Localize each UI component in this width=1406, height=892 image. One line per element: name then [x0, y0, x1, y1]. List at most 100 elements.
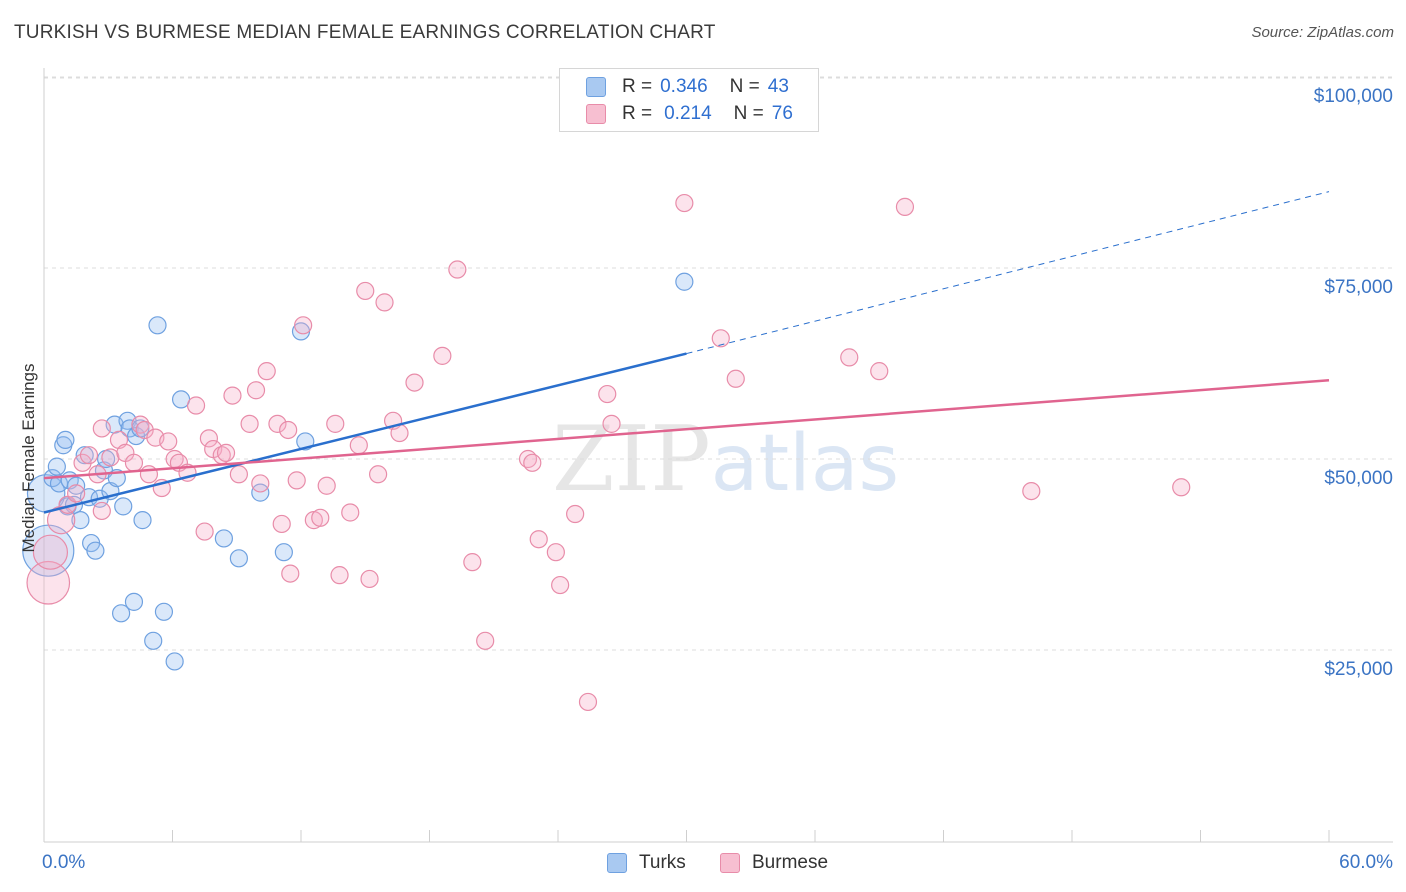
point-burmese-23 — [186, 396, 206, 415]
point-burmese-49 — [360, 569, 379, 589]
point-burmese-44 — [326, 414, 345, 433]
legend-swatch-turks — [586, 77, 606, 97]
point-burmese-42 — [311, 508, 330, 527]
point-burmese-6 — [79, 446, 99, 465]
point-turks-25 — [120, 419, 139, 438]
chart-title: TURKISH VS BURMESE MEDIAN FEMALE EARNING… — [14, 22, 716, 43]
point-burmese-32 — [246, 381, 266, 400]
point-burmese-63 — [551, 575, 570, 595]
y-tick-label-50000: $50,000 — [1324, 468, 1393, 489]
point-burmese-19 — [159, 432, 178, 451]
legend-r-label: R = — [622, 103, 653, 124]
point-burmese-60 — [523, 453, 542, 472]
point-turks-41 — [675, 272, 694, 291]
bottom-legend-turks: Turks — [607, 852, 686, 874]
point-burmese-35 — [268, 414, 287, 433]
point-turks-10 — [67, 476, 86, 495]
x-tick-label-max: 60.0% — [1339, 852, 1393, 873]
point-burmese-45 — [330, 566, 349, 585]
point-turks-31 — [148, 316, 167, 335]
point-turks-37 — [251, 483, 270, 502]
point-burmese-65 — [578, 692, 598, 712]
point-burmese-36 — [272, 514, 291, 534]
bottom-legend-burmese: Burmese — [720, 852, 828, 874]
point-burmese-28 — [216, 443, 236, 462]
y-tick-label-75000: $75,000 — [1324, 277, 1393, 298]
point-burmese-37 — [279, 420, 298, 440]
point-burmese-69 — [711, 329, 730, 348]
legend-r-value: 0.214 — [664, 103, 712, 124]
point-burmese-10 — [101, 448, 120, 467]
point-turks-26 — [124, 592, 144, 611]
point-burmese-34 — [257, 362, 276, 381]
x-tick-label-min: 0.0% — [42, 852, 86, 873]
point-burmese-75 — [1172, 478, 1191, 497]
bottom-legend-label-burmese: Burmese — [752, 852, 829, 873]
watermark-atlas: atlas — [710, 419, 900, 509]
watermark: ZIPatlas — [552, 407, 899, 512]
point-turks-3 — [47, 457, 66, 476]
point-burmese-1 — [32, 534, 69, 570]
point-turks-36 — [229, 549, 248, 568]
point-burmese-72 — [870, 362, 889, 381]
point-burmese-13 — [124, 453, 144, 472]
point-burmese-33 — [251, 474, 270, 493]
legend-n-value: 76 — [771, 103, 793, 124]
bottom-legend-swatch-turks — [607, 853, 627, 873]
point-burmese-57 — [463, 553, 482, 572]
point-burmese-68 — [675, 193, 694, 213]
point-turks-6 — [56, 430, 75, 449]
point-turks-32 — [154, 602, 174, 621]
trendline-burmese — [43, 379, 1330, 480]
point-burmese-56 — [448, 260, 467, 279]
trendline-turks — [43, 352, 687, 514]
point-turks-35 — [214, 529, 233, 548]
point-burmese-58 — [476, 631, 495, 650]
point-turks-30 — [144, 631, 163, 650]
point-burmese-51 — [375, 293, 394, 312]
point-turks-23 — [114, 497, 133, 516]
legend-swatch-burmese — [586, 104, 606, 124]
point-turks-22 — [111, 604, 131, 623]
y-tick-label-100000: $100,000 — [1313, 86, 1393, 107]
point-burmese-48 — [356, 281, 375, 301]
legend-r-label: R = — [622, 76, 653, 97]
point-burmese-47 — [349, 436, 368, 455]
legend-r-value: 0.346 — [660, 76, 708, 97]
point-turks-11 — [71, 511, 90, 530]
point-burmese-50 — [369, 465, 388, 484]
legend-row-turks: R = 0.346 N = 43 — [586, 74, 789, 100]
point-burmese-67 — [602, 414, 621, 433]
point-burmese-61 — [529, 530, 548, 549]
point-burmese-40 — [294, 316, 313, 335]
point-burmese-71 — [840, 348, 859, 367]
y-tick-label-25000: $25,000 — [1324, 659, 1393, 680]
point-burmese-70 — [726, 369, 745, 388]
point-burmese-55 — [433, 346, 452, 365]
y-axis-label: Median Female Earnings — [19, 363, 38, 553]
bottom-legend-swatch-burmese — [720, 853, 740, 873]
point-burmese-66 — [598, 384, 617, 404]
point-burmese-9 — [92, 419, 111, 438]
source-label: Source: ZipAtlas.com — [1251, 24, 1394, 41]
point-burmese-38 — [281, 564, 300, 583]
point-burmese-4 — [67, 484, 86, 503]
point-turks-38 — [274, 543, 293, 562]
point-burmese-24 — [195, 522, 214, 541]
point-burmese-29 — [223, 386, 242, 405]
trendline-extension-turks — [686, 191, 1330, 355]
point-burmese-73 — [895, 197, 915, 216]
point-burmese-43 — [317, 476, 336, 495]
point-burmese-64 — [566, 504, 585, 524]
legend-n-label: N = — [729, 76, 760, 97]
point-burmese-30 — [229, 465, 248, 484]
point-burmese-31 — [240, 414, 259, 433]
point-burmese-74 — [1022, 481, 1041, 501]
legend-row-burmese: R = 0.214 N = 76 — [586, 101, 793, 127]
point-burmese-5 — [73, 453, 92, 472]
bottom-legend-label-turks: Turks — [639, 852, 686, 873]
point-burmese-62 — [546, 543, 565, 562]
point-burmese-0 — [26, 560, 71, 605]
point-turks-29 — [133, 511, 152, 530]
